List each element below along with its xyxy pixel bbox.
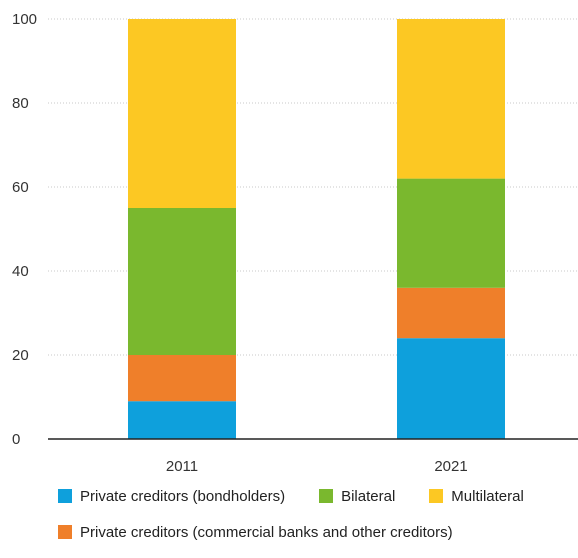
bar-segment-2011-series-3: [128, 19, 236, 208]
bar-segment-2011-series-1: [128, 355, 236, 402]
legend-label: Bilateral: [341, 487, 396, 505]
y-axis-ticks: 0 20 40 60 80 100: [12, 11, 37, 448]
y-tick-label: 100: [12, 11, 37, 28]
bar-segment-2011-series-2: [128, 208, 236, 355]
legend-item: Multilateral: [429, 488, 524, 505]
bar-segment-2021-series-0: [397, 338, 505, 439]
legend-item: Private creditors (commercial banks and …: [58, 524, 453, 541]
legend-swatch: [429, 489, 444, 503]
legend-swatch: [58, 525, 72, 539]
legend-item: Bilateral: [319, 488, 395, 505]
stacked-bar-chart: 0 20 40 60 80 100 2011 2021: [12, 11, 578, 475]
bar-segment-2021-series-3: [397, 19, 505, 179]
x-tick-label: 2021: [434, 458, 467, 475]
bar-segment-2011-series-0: [128, 401, 236, 439]
bar-segment-2021-series-2: [397, 178, 505, 288]
y-tick-label: 0: [12, 431, 20, 448]
legend-row: Private creditors (commercial banks and …: [58, 522, 578, 542]
x-axis-ticks: 2011 2021: [166, 458, 468, 475]
legend-label: Private creditors (commercial banks and …: [80, 523, 453, 541]
y-tick-label: 60: [12, 179, 29, 196]
legend-swatch: [319, 489, 334, 503]
bars: [128, 19, 505, 439]
y-tick-label: 80: [12, 95, 29, 112]
legend-label: Multilateral: [451, 487, 524, 505]
y-tick-label: 40: [12, 263, 29, 280]
y-tick-label: 20: [12, 347, 29, 364]
legend-row: Private creditors (bondholders) Bilateral…: [58, 486, 578, 506]
x-tick-label: 2011: [166, 458, 198, 475]
legend-swatch: [58, 489, 72, 503]
legend-item: Private creditors (bondholders): [58, 488, 285, 505]
bar-segment-2021-series-1: [397, 287, 505, 339]
legend-label: Private creditors (bondholders): [80, 487, 286, 505]
legend: Private creditors (bondholders) Bilateral…: [58, 486, 578, 558]
